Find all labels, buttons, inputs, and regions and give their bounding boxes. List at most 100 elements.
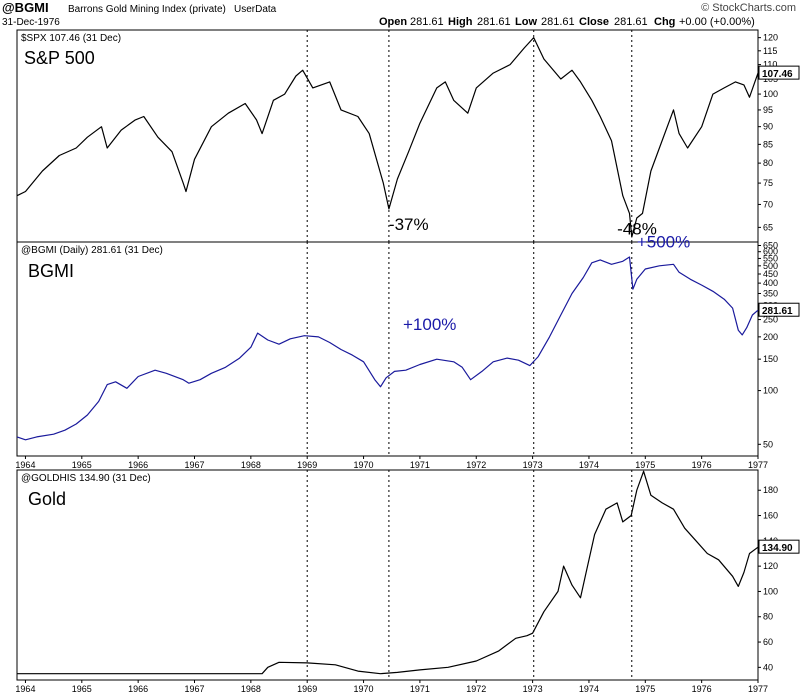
x-tick-label: 1965 bbox=[72, 460, 92, 470]
chart-annotation: -37% bbox=[389, 215, 429, 234]
x-tick-label: 1975 bbox=[635, 684, 655, 694]
symbol-description: Barrons Gold Mining Index (private) bbox=[68, 4, 226, 15]
spx-title: S&P 500 bbox=[24, 48, 95, 68]
x-tick-label: 1977 bbox=[748, 684, 768, 694]
panel-bgmi-frame bbox=[16, 241, 759, 457]
panel-spx-annotations: -37% -48% bbox=[389, 215, 657, 239]
y-tick-label: 180 bbox=[763, 485, 778, 495]
y-tick-label: 120 bbox=[763, 33, 778, 43]
y-tick-label: 100 bbox=[763, 386, 778, 396]
symbol-title: @BGMI bbox=[2, 0, 49, 15]
panel-spx: 65707580859095100105110115120 -37%-48% $… bbox=[16, 29, 800, 243]
bgmi-last-value: 281.61 bbox=[762, 306, 793, 317]
spx-legend: $SPX 107.46 (31 Dec) bbox=[21, 33, 121, 44]
panel-bgmi: 50100150200250300350400450500550600650 +… bbox=[16, 232, 800, 457]
y-tick-label: 200 bbox=[763, 332, 778, 342]
y-tick-label: 95 bbox=[763, 105, 773, 115]
y-tick-label: 70 bbox=[763, 199, 773, 209]
y-tick-label: 450 bbox=[763, 269, 778, 279]
y-tick-label: 75 bbox=[763, 178, 773, 188]
bgmi-last-value-badge: 281.61 bbox=[758, 302, 800, 317]
x-axis-middle: 1964 1965 1966 1967 1968 1969 1970 1971 1972 1973… bbox=[15, 455, 768, 470]
bgmi-title: BGMI bbox=[28, 261, 74, 281]
y-tick-label: 160 bbox=[763, 511, 778, 521]
y-tick-label: 40 bbox=[763, 662, 773, 672]
y-tick-label: 85 bbox=[763, 139, 773, 149]
high-label: High bbox=[448, 16, 473, 28]
chart-annotation: +500% bbox=[637, 232, 690, 251]
gold-series-line bbox=[17, 470, 759, 675]
y-tick-label: 80 bbox=[763, 158, 773, 168]
y-tick-label: 90 bbox=[763, 122, 773, 132]
panel-gold-frame bbox=[16, 469, 759, 681]
x-tick-label: 1971 bbox=[410, 684, 430, 694]
x-axis-bottom: 1964 1965 1966 1967 1968 1969 1970 1971 1972 1973… bbox=[15, 679, 768, 694]
x-tick-label: 1964 bbox=[15, 460, 35, 470]
y-tick-label: 500 bbox=[763, 261, 778, 271]
y-tick-label: 100 bbox=[763, 89, 778, 99]
x-tick-label: 1974 bbox=[579, 460, 599, 470]
panel-spx-y-axis: 65707580859095100105110115120 bbox=[758, 33, 778, 232]
y-tick-label: 120 bbox=[763, 561, 778, 571]
panel-gold-vlines bbox=[306, 470, 633, 680]
panel-bgmi-y-axis: 50100150200250300350400450500550600650 bbox=[758, 240, 778, 449]
y-tick-label: 65 bbox=[763, 222, 773, 232]
panel-bgmi-annotations: +100% +500% bbox=[403, 232, 690, 334]
low-value: 281.61 bbox=[541, 16, 575, 28]
panel-spx-frame bbox=[16, 29, 759, 243]
userdata-label: UserData bbox=[234, 4, 277, 15]
x-tick-label: 1966 bbox=[128, 460, 148, 470]
stockcharts-logo: © StockCharts.com bbox=[701, 2, 796, 14]
spx-series-line bbox=[16, 37, 759, 238]
y-tick-label: 80 bbox=[763, 612, 773, 622]
gold-legend: @GOLDHIS 134.90 (31 Dec) bbox=[21, 473, 151, 484]
spx-last-value-badge: 107.46 bbox=[758, 65, 800, 80]
chart-annotation: -48% bbox=[617, 220, 657, 239]
bgmi-series-line bbox=[16, 256, 759, 441]
spx-last-value-box bbox=[758, 65, 800, 80]
y-tick-label: 100 bbox=[763, 586, 778, 596]
date-label: 31-Dec-1976 bbox=[2, 17, 60, 28]
y-tick-label: 115 bbox=[763, 46, 777, 56]
x-tick-label: 1973 bbox=[523, 460, 543, 470]
y-tick-label: 110 bbox=[763, 60, 777, 70]
low-label: Low bbox=[515, 16, 537, 28]
close-label: Close bbox=[579, 16, 609, 28]
y-tick-label: 50 bbox=[763, 439, 773, 449]
open-value: 281.61 bbox=[410, 16, 444, 28]
y-tick-label: 250 bbox=[763, 315, 778, 325]
x-tick-label: 1967 bbox=[184, 684, 204, 694]
y-tick-label: 350 bbox=[763, 288, 778, 298]
x-tick-label: 1973 bbox=[523, 684, 543, 694]
y-tick-label: 400 bbox=[763, 278, 778, 288]
chart-annotation: +100% bbox=[403, 315, 456, 334]
x-tick-label: 1964 bbox=[15, 684, 35, 694]
y-tick-label: 150 bbox=[763, 354, 778, 364]
open-label: Open bbox=[379, 16, 407, 28]
x-tick-label: 1971 bbox=[410, 460, 430, 470]
x-tick-label: 1970 bbox=[354, 460, 374, 470]
close-value: 281.61 bbox=[614, 16, 648, 28]
chg-value: +0.00 (+0.00%) bbox=[679, 16, 755, 28]
y-tick-label: 600 bbox=[763, 247, 778, 257]
x-tick-label: 1972 bbox=[466, 684, 486, 694]
panel-gold: 406080100120140160180 @GOLDHIS 134.90 (3… bbox=[16, 469, 800, 681]
gold-last-value: 134.90 bbox=[762, 543, 793, 554]
x-tick-label: 1976 bbox=[692, 460, 712, 470]
x-tick-label: 1975 bbox=[635, 460, 655, 470]
x-tick-label: 1976 bbox=[692, 684, 712, 694]
x-tick-label: 1965 bbox=[72, 684, 92, 694]
x-tick-label: 1974 bbox=[579, 684, 599, 694]
y-tick-label: 60 bbox=[763, 637, 773, 647]
x-tick-label: 1966 bbox=[128, 684, 148, 694]
panel-gold-y-axis: 406080100120140160180 bbox=[758, 485, 778, 672]
gold-last-value-box bbox=[758, 539, 800, 554]
high-value: 281.61 bbox=[477, 16, 511, 28]
gold-last-value-badge: 134.90 bbox=[758, 539, 800, 554]
chg-label: Chg bbox=[654, 16, 675, 28]
ohlc-stats: Open 281.61 High 281.61 Low 281.61 Close… bbox=[379, 16, 755, 28]
gold-title: Gold bbox=[28, 489, 66, 509]
x-tick-label: 1970 bbox=[354, 684, 374, 694]
bgmi-legend: @BGMI (Daily) 281.61 (31 Dec) bbox=[21, 245, 163, 256]
